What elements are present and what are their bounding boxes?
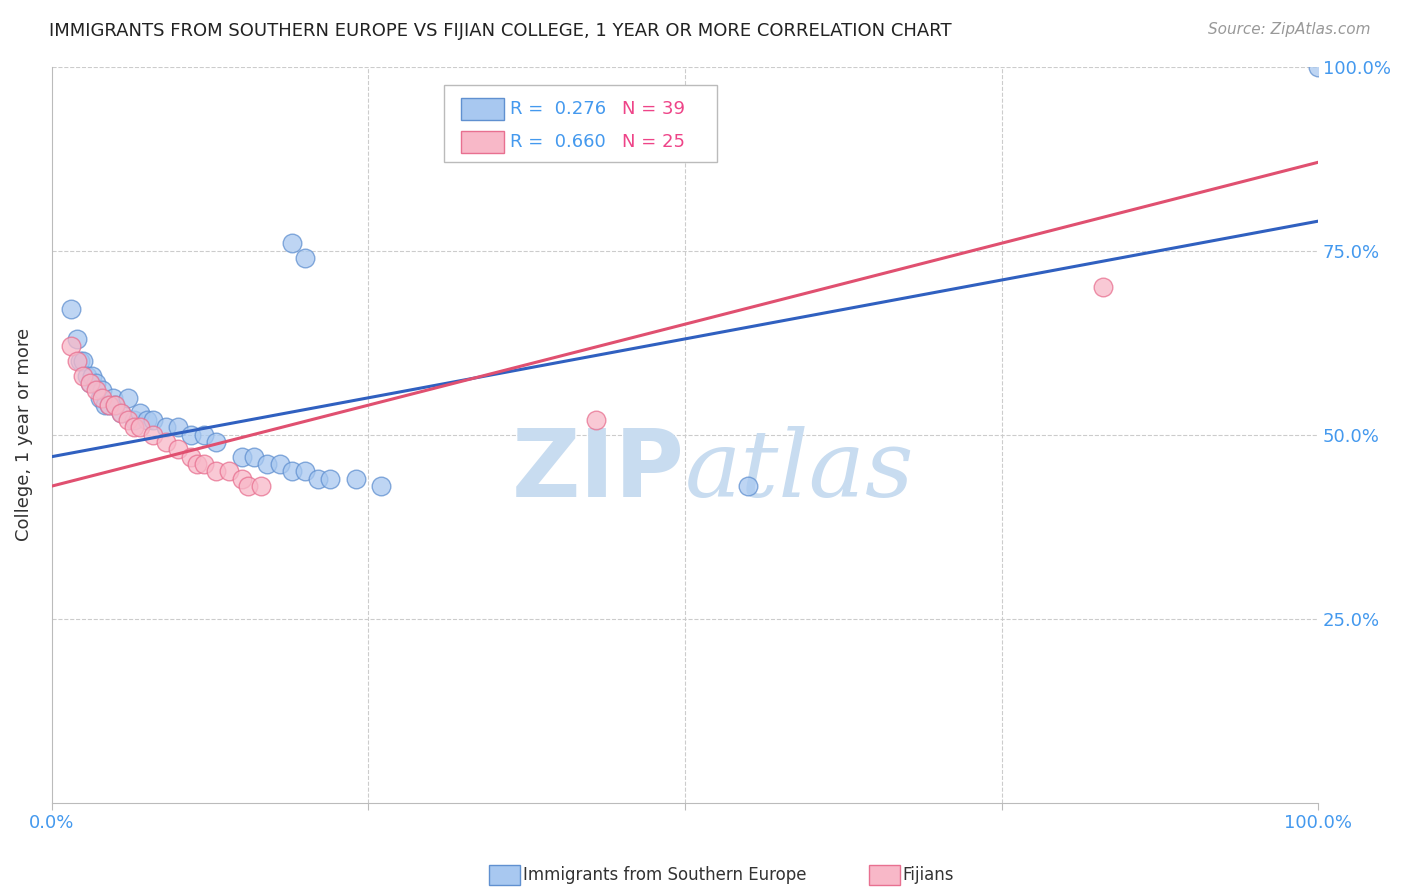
Point: [110, 405, 132, 419]
Point: [84, 384, 107, 398]
Text: Fijians: Fijians: [903, 866, 955, 884]
Point: [737, 479, 759, 493]
Point: [110, 405, 132, 419]
Point: [243, 450, 266, 464]
Point: [97, 398, 120, 412]
Point: [66, 354, 89, 368]
Point: [180, 427, 202, 442]
Point: [135, 413, 157, 427]
Point: [585, 413, 607, 427]
Point: [79, 376, 101, 390]
Point: [142, 413, 165, 427]
Point: [236, 479, 259, 493]
Point: [59, 302, 82, 317]
Point: [89, 391, 111, 405]
Point: [104, 398, 127, 412]
Point: [94, 398, 117, 412]
Point: [218, 464, 240, 478]
Text: IMMIGRANTS FROM SOUTHERN EUROPE VS FIJIAN COLLEGE, 1 YEAR OR MORE CORRELATION CH: IMMIGRANTS FROM SOUTHERN EUROPE VS FIJIA…: [49, 22, 952, 40]
FancyBboxPatch shape: [461, 130, 503, 153]
FancyBboxPatch shape: [461, 97, 503, 120]
Point: [91, 391, 114, 405]
Point: [82, 368, 104, 383]
Point: [269, 457, 291, 471]
Point: [205, 464, 228, 478]
Point: [167, 420, 190, 434]
Point: [129, 420, 152, 434]
Point: [231, 450, 253, 464]
Point: [249, 479, 271, 493]
Point: [76, 368, 98, 383]
Text: Immigrants from Southern Europe: Immigrants from Southern Europe: [523, 866, 807, 884]
Point: [319, 472, 342, 486]
Point: [231, 472, 253, 486]
Point: [129, 405, 152, 419]
Point: [117, 413, 139, 427]
Point: [155, 434, 177, 449]
Point: [97, 398, 120, 412]
Point: [69, 354, 91, 368]
Point: [1091, 280, 1114, 294]
Text: Source: ZipAtlas.com: Source: ZipAtlas.com: [1208, 22, 1371, 37]
Y-axis label: College, 1 year or more: College, 1 year or more: [15, 328, 32, 541]
Point: [122, 413, 145, 427]
Text: R =  0.660: R = 0.660: [510, 133, 606, 151]
Point: [167, 442, 190, 457]
Point: [307, 472, 329, 486]
Point: [186, 457, 208, 471]
Point: [101, 391, 124, 405]
Point: [142, 427, 165, 442]
Point: [104, 398, 127, 412]
Point: [193, 427, 215, 442]
Point: [256, 457, 278, 471]
Point: [344, 472, 367, 486]
Text: R =  0.276: R = 0.276: [510, 100, 606, 118]
Point: [155, 420, 177, 434]
Point: [59, 339, 82, 353]
Point: [84, 376, 107, 390]
Point: [281, 236, 304, 251]
Point: [79, 376, 101, 390]
Point: [117, 391, 139, 405]
Point: [370, 479, 392, 493]
Point: [91, 384, 114, 398]
Point: [193, 457, 215, 471]
Point: [72, 368, 94, 383]
Text: N = 39: N = 39: [621, 100, 685, 118]
Point: [294, 251, 316, 265]
Point: [122, 420, 145, 434]
FancyBboxPatch shape: [444, 85, 717, 162]
Point: [205, 434, 228, 449]
Point: [1308, 60, 1330, 74]
Point: [294, 464, 316, 478]
Text: N = 25: N = 25: [621, 133, 685, 151]
Point: [72, 354, 94, 368]
Text: ZIP: ZIP: [512, 425, 685, 517]
Point: [281, 464, 304, 478]
Point: [66, 332, 89, 346]
Text: atlas: atlas: [685, 426, 914, 516]
Point: [180, 450, 202, 464]
